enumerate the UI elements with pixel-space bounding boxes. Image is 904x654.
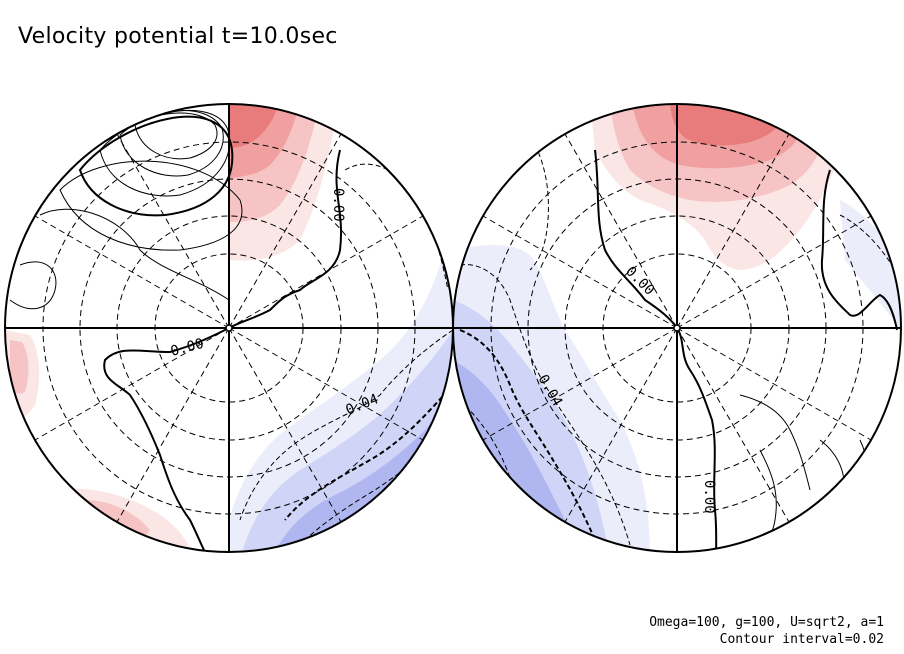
plot-footer: Omega=100, g=100, U=sqrt2, a=1 Contour i… xyxy=(649,614,884,648)
left-positive-shade-4 xyxy=(229,104,280,148)
right-contour-zero xyxy=(594,149,898,552)
left-pole-marker xyxy=(225,324,233,332)
left-positive-shade-8 xyxy=(85,500,150,538)
right-pole-marker xyxy=(673,324,681,332)
left-positive-shade-6 xyxy=(10,340,29,394)
right-contour-label-bottom: 0.00 xyxy=(701,480,717,514)
right-contours-thin xyxy=(739,394,868,552)
left-contours-positive xyxy=(9,109,243,310)
right-negative-shade-6 xyxy=(840,200,900,330)
right-hemisphere: 0.00 0.04 0.00 xyxy=(452,103,902,553)
plot-title: Velocity potential t=10.0sec xyxy=(18,24,338,49)
left-hemisphere: 0.00 0.00 0.04 xyxy=(4,103,454,553)
left-contour-zero xyxy=(103,149,343,552)
parameters-text: Omega=100, g=100, U=sqrt2, a=1 xyxy=(649,615,884,630)
left-contour-label-upper: 0.00 xyxy=(330,188,346,222)
contour-interval-text: Contour interval=0.02 xyxy=(719,632,884,647)
left-contour-label-center: 0.00 xyxy=(169,336,206,360)
